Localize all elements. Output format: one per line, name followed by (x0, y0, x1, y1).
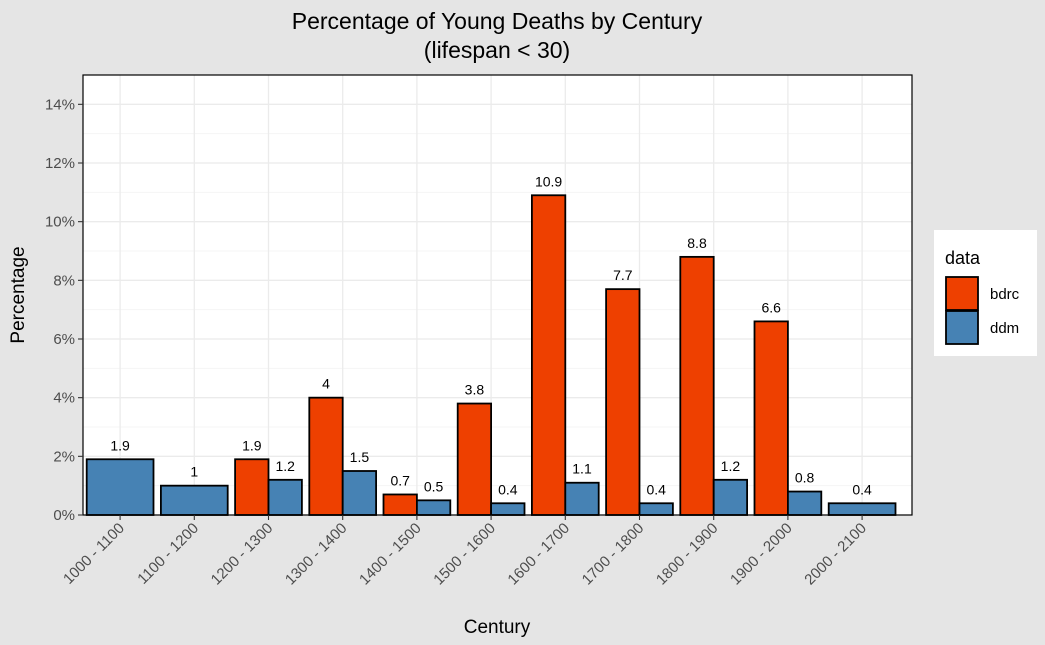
x-tick-label: 1700 - 1800 (579, 520, 648, 589)
y-tick-label: 4% (53, 390, 75, 407)
x-tick-label: 1000 - 1100 (60, 520, 128, 588)
data-label-ddm: 1.2 (275, 458, 295, 474)
x-tick-label: 1900 - 2000 (727, 520, 796, 589)
chart-title: Percentage of Young Deaths by Century (292, 8, 703, 34)
bar-ddm (638, 502, 674, 516)
y-tick-label: 12% (45, 155, 75, 172)
bar-ddm (490, 502, 526, 516)
data-label-ddm: 1.9 (110, 437, 130, 453)
x-axis-title: Century (464, 617, 531, 638)
bar-bdrc (679, 255, 715, 516)
legend-label-bdrc: bdrc (990, 286, 1020, 303)
data-label-bdrc: 6.6 (761, 299, 781, 315)
data-labels: 1.9 1 1.9 1.2 4 1.5 0.7 0.5 3.8 0.4 10.9 1.1 7.7 0.4 8… (110, 173, 872, 497)
data-label-ddm: 0.4 (646, 481, 666, 497)
bar-bdrc (234, 458, 270, 516)
y-axis-title: Percentage (8, 246, 29, 343)
data-label-bdrc: 10.9 (535, 173, 562, 189)
data-label-bdrc: 8.8 (687, 235, 707, 251)
bars (85, 194, 897, 516)
x-tick-label: 2000 - 2100 (801, 520, 870, 589)
x-tick-label: 1100 - 1200 (134, 520, 202, 588)
y-tick-label: 6% (53, 331, 75, 348)
bar-bdrc (531, 194, 567, 516)
bar-bdrc (308, 396, 344, 516)
bar-ddm (267, 478, 303, 516)
y-tick-label: 2% (53, 448, 75, 465)
legend: data bdrc ddm (934, 230, 1037, 356)
bar-bdrc (753, 320, 789, 516)
legend-key-ddm (945, 310, 979, 345)
data-label-ddm: 0.5 (424, 478, 444, 494)
data-label-bdrc: 4 (322, 376, 330, 392)
y-tick-label: 8% (53, 272, 75, 289)
chart-subtitle: (lifespan < 30) (424, 37, 570, 63)
y-tick-label: 0% (53, 507, 75, 524)
data-label-ddm: 1 (190, 464, 198, 480)
bar-ddm (827, 502, 897, 516)
legend-key-bdrc (945, 276, 979, 311)
data-label-ddm: 0.4 (498, 481, 518, 497)
data-label-ddm: 0.4 (852, 481, 872, 497)
data-label-bdrc: 0.7 (390, 472, 410, 488)
bar-ddm (564, 481, 600, 516)
bar-ddm (85, 458, 155, 516)
x-tick-label: 1600 - 1700 (504, 520, 573, 589)
data-label-ddm: 0.8 (795, 470, 815, 486)
x-tick-label: 1200 - 1300 (208, 520, 277, 589)
data-label-ddm: 1.2 (721, 458, 741, 474)
data-label-ddm: 1.5 (350, 449, 370, 465)
y-tick-label: 14% (45, 96, 75, 113)
x-tick-label: 1400 - 1500 (356, 520, 425, 589)
data-label-bdrc: 1.9 (242, 437, 262, 453)
bar-ddm (712, 478, 749, 516)
bar-ddm (341, 470, 378, 516)
data-label-ddm: 1.1 (572, 461, 592, 477)
bar-ddm (415, 499, 452, 516)
legend-title: data (945, 248, 981, 268)
x-tick-label: 1500 - 1600 (430, 520, 499, 589)
x-tick-label: 1300 - 1400 (282, 520, 351, 589)
x-axis: 1000 - 1100 1100 - 1200 1200 - 1300 1300 - … (60, 515, 870, 588)
bar-ddm (787, 490, 823, 516)
data-label-bdrc: 7.7 (613, 267, 633, 283)
bar-bdrc (605, 288, 641, 516)
plot-border (82, 74, 913, 516)
bar-bdrc (382, 493, 418, 516)
bar-ddm (159, 484, 229, 516)
bar-bdrc (456, 402, 493, 516)
y-tick-label: 10% (45, 214, 75, 231)
legend-label-ddm: ddm (990, 320, 1019, 337)
x-tick-label: 1800 - 1900 (653, 520, 722, 589)
data-label-bdrc: 3.8 (465, 382, 485, 398)
y-axis: 0% 2% 4% 6% 8% 10% 12% 14% (45, 96, 83, 524)
